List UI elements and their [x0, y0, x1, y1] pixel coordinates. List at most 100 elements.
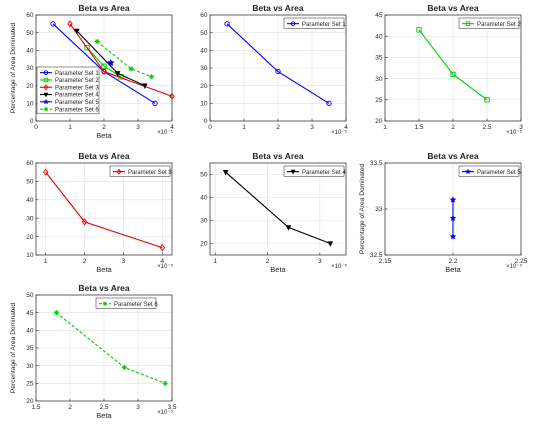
chart-panel-4: 1 2 3 4 10 20 30 40 50 60 ×10⁻⁵ Beta vs Area Beta Par…: [26, 151, 173, 274]
data-point: [326, 100, 332, 106]
y-tick-label: 30: [26, 215, 34, 222]
legend-item: Parameter Set 1: [287, 21, 346, 28]
x-tick-label: 2.2: [448, 258, 457, 265]
y-tick-label: 35: [375, 55, 383, 62]
x-tick-label: 2: [276, 124, 280, 131]
y-tick-label: 40: [375, 33, 383, 40]
data-point: [42, 168, 49, 176]
data-point: [50, 21, 56, 27]
y-tick-label: 40: [200, 48, 208, 55]
legend-label: Parameter Set 3: [128, 170, 172, 176]
legend-item: Parameter Set 4: [287, 170, 346, 176]
legend-box: [109, 165, 171, 177]
y-tick-label: 30: [375, 76, 383, 83]
y-axis-label: Percentage of Area Dominated: [10, 303, 17, 394]
x-exponent-label: ×10⁻⁵: [506, 263, 522, 270]
series-3: [67, 20, 175, 100]
data-point: [159, 244, 166, 252]
x-tick-label: 0: [34, 124, 38, 131]
x-axis-label: Beta: [270, 265, 286, 274]
series-1: [222, 170, 334, 247]
y-tick-label: 20: [375, 118, 383, 125]
series-line: [418, 29, 488, 101]
data-point: [128, 66, 134, 72]
y-tick-label: 60: [26, 12, 34, 19]
x-tick-label: 3: [318, 258, 322, 265]
legend-label: Parameter Set 3: [55, 85, 99, 91]
x-tick-label: 2.15: [379, 258, 392, 265]
x-tick-label: 1: [44, 258, 48, 265]
y-tick-label: 50: [26, 179, 34, 186]
series-5: [107, 58, 115, 67]
series-line: [69, 23, 173, 97]
y-axis-label: Percentage of Area Dominated: [359, 164, 366, 255]
y-tick-label: 40: [26, 328, 34, 335]
legend-box: [36, 66, 100, 115]
series-1: [53, 310, 168, 386]
data-point: [101, 67, 107, 76]
legend-label: Parameter Set 1: [55, 71, 99, 77]
chart-panel-3: 1 1.5 2 2.5 3 20 25 30 35 40 45 ×10⁻⁵ Beta vs Area Pa…: [375, 3, 523, 136]
chart-panel-6: 2.15 2.2 2.25 32.5 33 33.5 ×10⁻⁵ Beta vs Area Be…: [359, 151, 528, 274]
data-point: [162, 380, 168, 386]
data-point: [84, 45, 90, 51]
x-tick-label: 4: [344, 124, 348, 131]
x-axis-label: Beta: [96, 411, 112, 420]
x-tick-label: 1: [383, 124, 387, 131]
x-tick-label: 2.25: [515, 258, 528, 265]
legend-marker: [116, 168, 122, 175]
legend-marker: [43, 92, 49, 98]
y-tick-label: 25: [375, 97, 383, 104]
legend-marker: [43, 77, 49, 83]
x-axis-label: Beta: [96, 265, 112, 274]
data-point: [152, 100, 158, 106]
legend-item: Parameter Set 6: [99, 301, 158, 308]
y-tick-label: 30: [26, 65, 34, 72]
x-tick-label: 1: [68, 124, 72, 131]
chart-panel-5: 1 2 3 20 30 40 50 ×10⁻⁵ Beta vs Area Beta Paramete…: [200, 151, 347, 274]
legend-label: Parameter Set 5: [55, 100, 99, 106]
y-tick-label: 0: [204, 118, 208, 125]
legend: Parameter Set 4: [283, 165, 346, 177]
legend-item: Parameter Set 2: [462, 21, 521, 28]
legend: Parameter Set 2: [458, 17, 521, 29]
legend-item: Parameter Set 2: [40, 77, 99, 84]
legend-item: Parameter Set 6: [40, 106, 99, 113]
chart-panel-7: 1.5 2 2.5 3 3.5 20 25 30 35 40 45 50 ×10⁻⁵ Beta vs Ar…: [10, 283, 177, 420]
y-tick-label: 10: [200, 101, 208, 108]
x-tick-label: 3.5: [167, 404, 176, 411]
y-tick-label: 50: [200, 172, 208, 179]
y-tick-label: 50: [200, 30, 208, 37]
series-6: [94, 38, 155, 80]
data-point: [484, 97, 490, 103]
x-tick-label: 3: [519, 124, 523, 131]
y-tick-label: 32.5: [370, 252, 383, 259]
x-tick-label: 1: [213, 258, 217, 265]
x-tick-label: 2.5: [482, 124, 491, 131]
legend-item: Parameter Set 3: [40, 84, 99, 91]
series-line: [45, 171, 163, 249]
data-point: [141, 83, 148, 89]
series-1: [42, 168, 166, 252]
y-tick-label: 33.5: [370, 160, 383, 167]
series-1: [416, 27, 490, 103]
x-tick-label: 4: [160, 258, 164, 265]
x-exponent-label: ×10⁻⁵: [157, 263, 173, 270]
y-tick-label: 25: [26, 381, 34, 388]
data-point: [449, 196, 457, 203]
legend-marker: [102, 301, 108, 306]
data-point: [327, 241, 334, 247]
legend-label: Parameter Set 1: [302, 22, 346, 28]
legend-item: Parameter Set 1: [40, 70, 99, 77]
legend-label: Parameter Set 6: [55, 107, 99, 113]
x-tick-label: 3: [136, 124, 140, 131]
legend-box: [283, 165, 345, 177]
y-tick-label: 40: [26, 197, 34, 204]
data-point: [416, 27, 422, 33]
chart-title: Beta vs Area: [252, 151, 303, 161]
y-tick-label: 50: [26, 292, 34, 299]
legend-marker: [42, 98, 50, 105]
legend-marker: [43, 106, 49, 112]
x-exponent-label: ×10⁻⁵: [331, 263, 347, 270]
